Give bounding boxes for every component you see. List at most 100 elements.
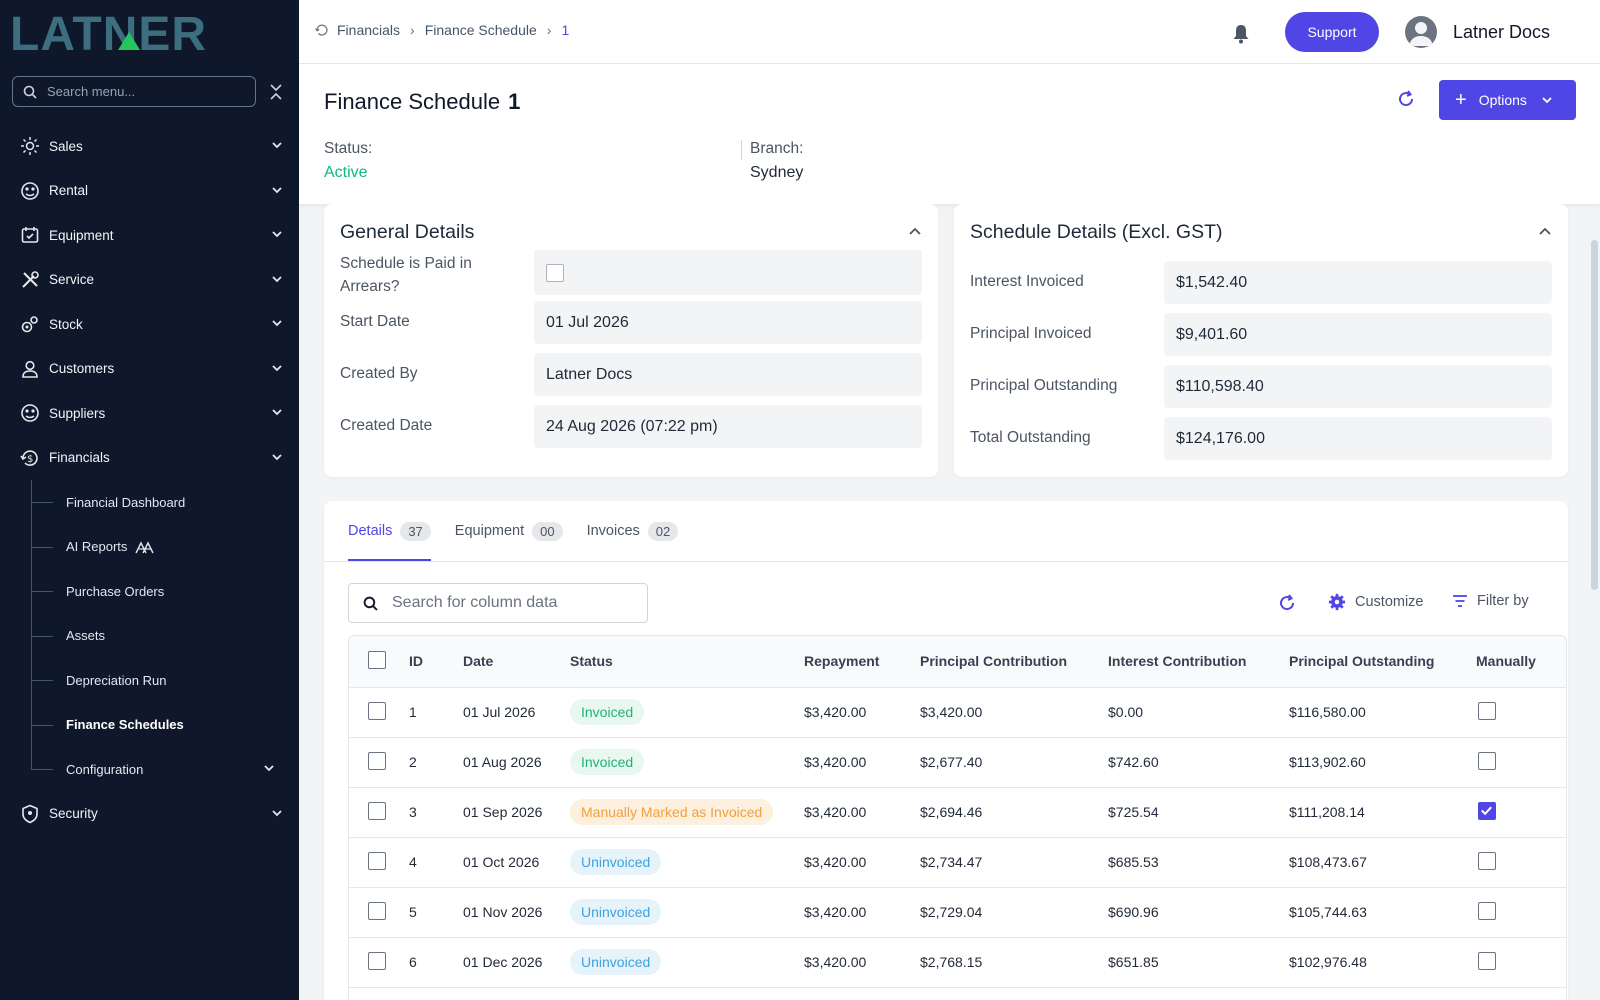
sidebar-subitem-depreciation-run[interactable]: Depreciation Run <box>0 658 299 703</box>
row-select-checkbox[interactable] <box>368 751 386 770</box>
record-header: Finance Schedule 1 + Options Status: Acti… <box>299 64 1600 204</box>
sidebar-subitem-ai-reports[interactable]: AI Reports <box>0 525 299 570</box>
tab-equipment[interactable]: Equipment 00 <box>455 501 563 561</box>
row-principal-outstanding: $116,580.00 <box>1289 687 1476 738</box>
collapse-sidebar-icon[interactable] <box>268 82 284 102</box>
chevron-up-icon[interactable] <box>908 226 922 236</box>
sidebar-subitem-purchase-orders[interactable]: Purchase Orders <box>0 569 299 614</box>
user-name[interactable]: Latner Docs <box>1453 22 1551 42</box>
created-date-field[interactable]: 24 Aug 2026 (07:22 pm) <box>534 405 922 448</box>
sidebar-subitem-assets[interactable]: Assets <box>0 614 299 659</box>
schedule-table-container[interactable]: ID Date Status Repayment Principal Contr… <box>348 635 1567 1000</box>
sidebar-item-sales[interactable]: Sales <box>0 124 299 169</box>
sidebar-search-input[interactable]: Search menu... <box>12 76 256 107</box>
tab-label: Details <box>348 523 393 539</box>
table-row[interactable]: 1 01 Jul 2026 Invoiced $3,420.00 $3,420.00 $0… <box>349 687 1566 738</box>
options-button[interactable]: + Options <box>1439 80 1576 120</box>
breadcrumb-separator-icon: › <box>410 22 415 38</box>
row-id: 2 <box>409 737 463 788</box>
sidebar-item-label: Rental <box>49 183 89 199</box>
column-header-id[interactable]: ID <box>409 636 463 688</box>
principal-invoiced-field[interactable]: $9,401.60 <box>1164 313 1552 356</box>
row-select-checkbox[interactable] <box>368 801 386 820</box>
principal-outstanding-field[interactable]: $110,598.40 <box>1164 365 1552 408</box>
manual-checkbox[interactable] <box>1478 851 1496 870</box>
table-row[interactable]: 6 01 Dec 2026 Uninvoiced $3,420.00 $2,768.15… <box>349 937 1566 988</box>
breadcrumb-financials[interactable]: Financials <box>337 22 401 38</box>
row-principal-outstanding: $105,744.63 <box>1289 887 1476 938</box>
sidebar-item-label: Stock <box>49 316 83 332</box>
sidebar-subitem-label: AI Reports <box>66 539 128 555</box>
support-button[interactable]: Support <box>1285 12 1379 52</box>
sidebar-subitem-financial-dashboard[interactable]: Financial Dashboard <box>0 480 299 525</box>
filter-button[interactable]: Filter by <box>1452 593 1529 609</box>
column-header-principal-contribution[interactable]: Principal Contribution <box>920 636 1108 688</box>
general-details-card: General Details Schedule is Paid in Arre… <box>324 204 938 477</box>
column-header-principal-outstanding[interactable]: Principal Outstanding <box>1289 636 1476 688</box>
row-date: 01 Dec 2026 <box>463 937 570 988</box>
bell-icon[interactable] <box>1232 24 1250 44</box>
sidebar-item-rental[interactable]: Rental <box>0 169 299 214</box>
options-label: Options <box>1478 92 1527 108</box>
sidebar-subitem-label: Finance Schedules <box>66 717 184 733</box>
sidebar-item-suppliers[interactable]: Suppliers <box>0 391 299 436</box>
row-manual-cell <box>1476 937 1566 988</box>
chevron-up-icon[interactable] <box>1538 226 1552 236</box>
schedule-details-title: Schedule Details (Excl. GST) <box>970 221 1223 243</box>
table-row[interactable]: 2 01 Aug 2026 Invoiced $3,420.00 $2,677.40 $7… <box>349 737 1566 788</box>
column-header-status[interactable]: Status <box>570 636 804 688</box>
row-select-checkbox[interactable] <box>368 701 386 720</box>
sidebar-item-equipment[interactable]: Equipment <box>0 213 299 258</box>
start-date-field[interactable]: 01 Jul 2026 <box>534 301 922 344</box>
row-select-checkbox[interactable] <box>368 951 386 970</box>
row-select-cell <box>349 737 409 788</box>
column-header-interest-contribution[interactable]: Interest Contribution <box>1108 636 1289 688</box>
total-outstanding-field[interactable]: $124,176.00 <box>1164 417 1552 460</box>
status-badge: Uninvoiced <box>570 949 662 975</box>
row-status-cell: Uninvoiced <box>570 837 804 888</box>
sidebar-item-customers[interactable]: Customers <box>0 347 299 392</box>
refresh-icon[interactable] <box>1396 89 1416 109</box>
breadcrumb-finance-schedule[interactable]: Finance Schedule <box>424 22 537 38</box>
sidebar-item-stock[interactable]: Stock <box>0 302 299 347</box>
created-by-field[interactable]: Latner Docs <box>534 353 922 396</box>
column-header-manually[interactable]: Manually <box>1476 636 1566 688</box>
sidebar-item-financials[interactable]: $ Financials <box>0 436 299 481</box>
select-all-checkbox[interactable] <box>368 650 386 669</box>
sidebar-item-security[interactable]: Security <box>0 792 299 837</box>
row-manual-cell <box>1476 787 1566 838</box>
row-select-checkbox[interactable] <box>368 851 386 870</box>
tab-details[interactable]: Details 37 <box>348 501 431 561</box>
customize-button[interactable]: Customize <box>1328 593 1424 611</box>
manual-checkbox[interactable] <box>1478 751 1496 770</box>
page-scrollbar[interactable] <box>1591 240 1598 590</box>
interest-invoiced-field[interactable]: $1,542.40 <box>1164 261 1552 304</box>
manual-checkbox[interactable] <box>1478 951 1496 970</box>
manual-checkbox-checked[interactable] <box>1478 801 1496 820</box>
sidebar-subitem-label: Depreciation Run <box>66 672 167 688</box>
row-select-checkbox[interactable] <box>368 901 386 920</box>
row-id: 5 <box>409 887 463 938</box>
sidebar-subitem-finance-schedules[interactable]: Finance Schedules <box>0 703 299 748</box>
table-row[interactable]: 5 01 Nov 2026 Uninvoiced $3,420.00 $2,729.04… <box>349 887 1566 938</box>
branch-label: Branch: <box>750 140 804 157</box>
paid-in-arrears-checkbox[interactable] <box>546 263 564 282</box>
sidebar-item-label: Suppliers <box>49 405 106 421</box>
chevron-down-icon <box>264 765 274 772</box>
table-row[interactable]: 3 01 Sep 2026 Manually Marked as Invoiced $… <box>349 787 1566 838</box>
table-row[interactable]: 4 01 Oct 2026 Uninvoiced $3,420.00 $2,734.47… <box>349 837 1566 888</box>
sidebar-subitem-label: Configuration <box>66 761 144 777</box>
manual-checkbox[interactable] <box>1478 901 1496 920</box>
column-header-date[interactable]: Date <box>463 636 570 688</box>
avatar[interactable] <box>1405 16 1437 48</box>
sidebar-subitem-configuration[interactable]: Configuration <box>0 747 299 792</box>
table-refresh-icon[interactable] <box>1277 593 1297 613</box>
sidebar-item-service[interactable]: Service <box>0 258 299 303</box>
tab-invoices[interactable]: Invoices 02 <box>587 501 679 561</box>
service-icon <box>20 270 40 290</box>
column-search-input[interactable]: Search for column data <box>348 583 648 623</box>
column-header-repayment[interactable]: Repayment <box>804 636 920 688</box>
latner-logo[interactable]: LATNER <box>10 10 280 54</box>
paid-in-arrears-label: Schedule is Paid in Arrears? <box>340 255 472 295</box>
manual-checkbox[interactable] <box>1478 701 1496 720</box>
